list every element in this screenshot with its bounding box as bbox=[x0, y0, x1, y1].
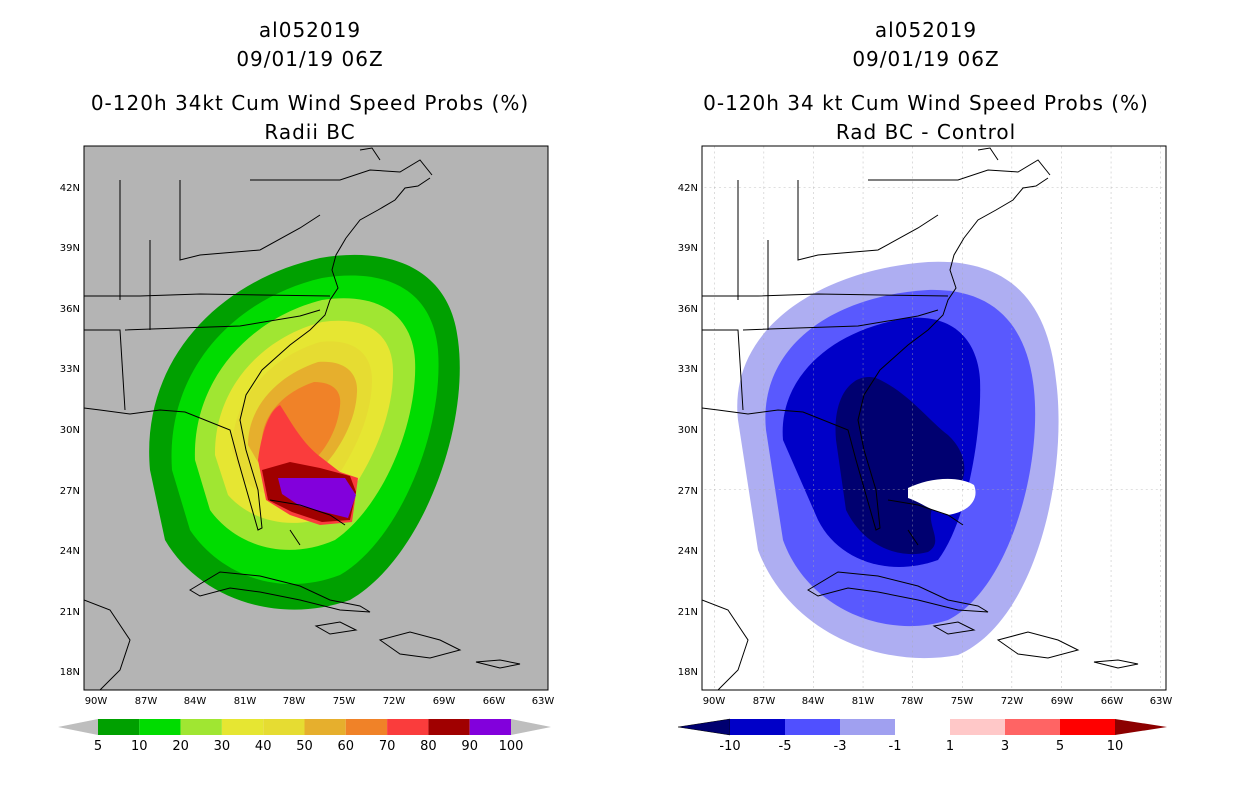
colorbar-swatch bbox=[263, 719, 305, 735]
right-datetime: 09/01/19 06Z bbox=[852, 47, 1000, 71]
colorbar-label: 100 bbox=[499, 739, 524, 754]
lon-label: 87W bbox=[753, 696, 776, 707]
colorbar-swatch bbox=[304, 719, 346, 735]
lat-label: 21N bbox=[678, 607, 698, 618]
colorbar-swatch bbox=[840, 719, 895, 735]
colorbar-label: -1 bbox=[889, 739, 902, 754]
colorbar-swatch bbox=[221, 719, 264, 735]
colorbar-label: 20 bbox=[172, 739, 189, 754]
colorbar-label: 60 bbox=[338, 739, 355, 754]
lat-label: 27N bbox=[678, 486, 698, 497]
lat-label: 39N bbox=[678, 243, 698, 254]
lat-label: 42N bbox=[60, 183, 80, 194]
lat-label: 27N bbox=[60, 486, 80, 497]
colorbar-label: 3 bbox=[1001, 739, 1009, 754]
colorbar-swatch bbox=[1060, 719, 1115, 735]
lat-label: 42N bbox=[678, 183, 698, 194]
colorbar-label: -10 bbox=[719, 739, 740, 754]
colorbar-label: 1 bbox=[946, 739, 954, 754]
right-lat-axis: 42N 39N 36N 33N 30N 27N 24N 21N 18N bbox=[678, 183, 698, 678]
right-subtitle: Rad BC - Control bbox=[835, 120, 1017, 144]
right-map-panel: 42N 39N 36N 33N 30N 27N 24N 21N 18N 90W … bbox=[677, 145, 1173, 754]
colorbar-swatch bbox=[895, 719, 950, 735]
colorbar-swatch bbox=[139, 719, 181, 735]
lat-label: 36N bbox=[678, 304, 698, 315]
lat-label: 33N bbox=[678, 364, 698, 375]
colorbar-label: 5 bbox=[1056, 739, 1064, 754]
colorbar-swatch bbox=[950, 719, 1005, 735]
lat-label: 24N bbox=[678, 546, 698, 557]
lon-label: 81W bbox=[234, 696, 257, 707]
colorbar-low-arrow bbox=[58, 719, 98, 735]
lon-label: 69W bbox=[1051, 696, 1074, 707]
colorbar-label: 10 bbox=[1107, 739, 1124, 754]
colorbar-label: 40 bbox=[255, 739, 272, 754]
colorbar-swatch bbox=[1005, 719, 1060, 735]
lon-label: 78W bbox=[283, 696, 306, 707]
lon-label: 81W bbox=[852, 696, 875, 707]
lon-label: 84W bbox=[802, 696, 825, 707]
left-lon-axis: 90W 87W 84W 81W 78W 75W 72W 69W 66W 63W bbox=[85, 696, 555, 707]
lat-label: 39N bbox=[60, 243, 80, 254]
colorbar-label: -5 bbox=[779, 739, 792, 754]
lat-label: 24N bbox=[60, 546, 80, 557]
left-colorbar: 5 10 20 30 40 50 60 70 80 90 100 bbox=[58, 719, 551, 754]
right-title: 0-120h 34 kt Cum Wind Speed Probs (%) bbox=[703, 91, 1149, 115]
left-datetime: 09/01/19 06Z bbox=[236, 47, 384, 71]
colorbar-swatch bbox=[730, 719, 785, 735]
lat-label: 21N bbox=[60, 607, 80, 618]
colorbar-label: 5 bbox=[94, 739, 102, 754]
lon-label: 90W bbox=[703, 696, 726, 707]
lat-label: 18N bbox=[678, 667, 698, 678]
colorbar-high-arrow bbox=[511, 719, 551, 735]
lat-label: 30N bbox=[60, 425, 80, 436]
colorbar-label: 30 bbox=[214, 739, 231, 754]
colorbar-swatch bbox=[180, 719, 222, 735]
right-colorbar: -10 -5 -3 -1 1 3 5 10 bbox=[677, 718, 1167, 754]
lon-label: 66W bbox=[483, 696, 506, 707]
lon-label: 75W bbox=[951, 696, 974, 707]
lon-label: 87W bbox=[135, 696, 158, 707]
left-probability-contours bbox=[149, 254, 460, 610]
right-lon-axis: 90W 87W 84W 81W 78W 75W 72W 69W 66W 63W bbox=[703, 696, 1173, 707]
lon-label: 63W bbox=[532, 696, 555, 707]
lon-label: 84W bbox=[184, 696, 207, 707]
lon-label: 63W bbox=[1150, 696, 1173, 707]
colorbar-high-arrow bbox=[1115, 719, 1167, 735]
colorbar-swatch bbox=[428, 719, 470, 735]
colorbar-low-arrow bbox=[677, 718, 731, 736]
colorbar-label: 50 bbox=[296, 739, 313, 754]
lat-label: 18N bbox=[60, 667, 80, 678]
colorbar-swatch bbox=[345, 719, 388, 735]
colorbar-label: 70 bbox=[379, 739, 396, 754]
left-map-panel: 42N 39N 36N 33N 30N 27N 24N 21N 18N 90W … bbox=[58, 145, 555, 754]
colorbar-label: 10 bbox=[131, 739, 148, 754]
lat-label: 36N bbox=[60, 304, 80, 315]
left-subtitle: Radii BC bbox=[264, 120, 356, 144]
colorbar-label: -3 bbox=[834, 739, 847, 754]
left-storm-id: al052019 bbox=[258, 18, 362, 42]
colorbar-swatch bbox=[98, 719, 140, 735]
colorbar-label: 80 bbox=[420, 739, 437, 754]
lat-label: 30N bbox=[678, 425, 698, 436]
lon-label: 75W bbox=[333, 696, 356, 707]
left-title: 0-120h 34kt Cum Wind Speed Probs (%) bbox=[90, 91, 530, 115]
left-lat-axis: 42N 39N 36N 33N 30N 27N 24N 21N 18N bbox=[60, 183, 80, 678]
colorbar-swatch bbox=[785, 719, 840, 735]
colorbar-swatch bbox=[469, 719, 511, 735]
lon-label: 78W bbox=[901, 696, 924, 707]
lon-label: 90W bbox=[85, 696, 108, 707]
colorbar-label: 90 bbox=[461, 739, 478, 754]
lat-label: 33N bbox=[60, 364, 80, 375]
right-storm-id: al052019 bbox=[874, 18, 978, 42]
colorbar-swatch bbox=[387, 719, 429, 735]
lon-label: 72W bbox=[383, 696, 406, 707]
lon-label: 66W bbox=[1101, 696, 1124, 707]
lon-label: 72W bbox=[1001, 696, 1024, 707]
lon-label: 69W bbox=[433, 696, 456, 707]
